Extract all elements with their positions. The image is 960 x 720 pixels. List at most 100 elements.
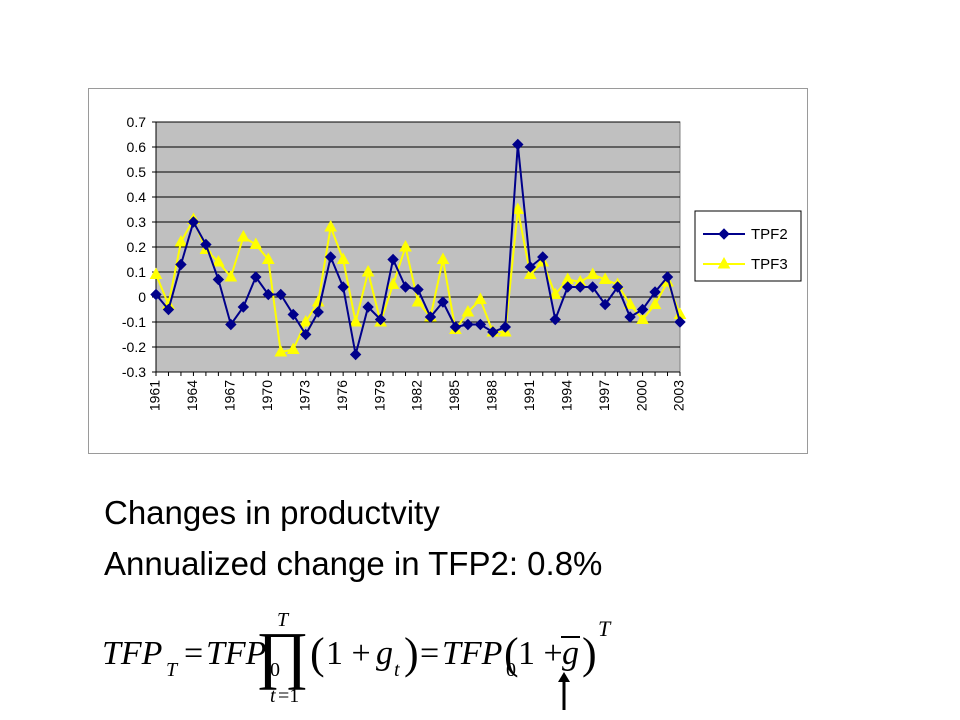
data-point-tpf2: [374, 313, 387, 326]
x-tick-label: 1964: [184, 380, 200, 411]
x-axis: 1961 1964 1967 1970 1973 1976 1979 1982 1985 1988…: [147, 371, 687, 411]
data-point-tpf2: [324, 251, 337, 263]
formula-tfp0-b-sub: 0: [506, 659, 516, 681]
x-tick-label: 1985: [446, 380, 462, 411]
data-point-tpf3: [286, 342, 300, 354]
data-point-tpf3: [336, 252, 350, 264]
formula-close-paren-b: ): [582, 629, 597, 678]
y-tick-label: -0.2: [122, 339, 146, 355]
data-point-tpf3: [361, 264, 375, 277]
series-tpf3: [149, 202, 687, 357]
data-point-tpf2: [574, 281, 586, 293]
data-point-tpf2: [449, 321, 462, 333]
data-point-tpf2: [262, 288, 274, 301]
formula-equals: =: [184, 635, 203, 672]
tfp-formula: TFP T = TFP 0 T ∏ t =1 ( 1 + g t ) = TFP…: [102, 609, 612, 710]
data-point-tpf3: [598, 272, 612, 284]
formula-lhs-tfp: TFP: [102, 635, 162, 672]
legend-box: [694, 210, 802, 282]
x-tick-label: 1976: [334, 380, 350, 411]
formula-open-paren-b: (: [504, 629, 519, 678]
data-point-tpf3: [511, 202, 525, 214]
y-axis: 0.7 0.6 0.5 0.4 0.3 0.2 0.1 0 -0.1 -0.2 -0.3: [122, 114, 157, 380]
data-point-tpf2: [636, 303, 649, 316]
data-point-tpf3: [349, 314, 362, 327]
data-point-tpf2: [424, 311, 437, 323]
x-tick-label: 1997: [596, 380, 612, 411]
data-point-tpf2: [337, 281, 349, 293]
data-point-tpf2: [611, 281, 624, 293]
y-tick-label: 0: [138, 289, 146, 305]
data-point-tpf2: [512, 138, 524, 151]
data-point-tpf2: [487, 326, 499, 338]
formula-equals-2: =: [420, 635, 439, 672]
legend-label: TPF2: [751, 226, 788, 243]
data-point-tpf3: [386, 277, 400, 289]
data-point-tpf2: [362, 301, 374, 313]
data-point-tpf2: [225, 318, 237, 331]
product-upper-limit: T: [277, 609, 290, 631]
data-point-tpf2: [275, 288, 287, 301]
data-point-tpf2: [349, 348, 362, 361]
legend-marker: [717, 256, 731, 269]
formula-g: g: [376, 635, 393, 672]
data-point-tpf3: [174, 234, 188, 247]
y-tick-label: 0.2: [127, 239, 147, 255]
data-point-tpf2: [412, 283, 424, 296]
data-point-tpf3: [548, 287, 562, 299]
data-point-tpf2: [462, 318, 474, 331]
data-point-tpf3: [274, 344, 288, 357]
y-tick-label: 0.3: [127, 214, 147, 230]
product-symbol: ∏: [256, 619, 309, 690]
formula-tfp0: TFP: [206, 635, 266, 672]
data-point-tpf2: [162, 303, 175, 316]
x-tick-label: 2000: [633, 380, 649, 411]
data-point-tpf2: [212, 273, 225, 286]
data-point-tpf2: [586, 281, 599, 293]
y-tick-label: 0.1: [127, 264, 147, 280]
data-point-tpf3: [324, 219, 338, 232]
y-tick-label: -0.1: [122, 314, 146, 330]
x-tick-label: 1988: [484, 380, 500, 411]
formula-close-paren: ): [404, 629, 419, 678]
formula-tfp0-b: TFP: [442, 635, 502, 672]
data-point-tpf2: [300, 328, 312, 341]
data-point-tpf2: [524, 261, 536, 273]
data-point-tpf2: [287, 308, 299, 321]
legend-marker: [718, 228, 730, 240]
data-point-tpf3: [212, 254, 225, 267]
data-point-tpf3: [436, 252, 450, 264]
data-point-tpf2: [312, 306, 324, 318]
formula-one-plus-b: 1 +: [518, 635, 563, 672]
data-point-tpf3: [261, 252, 275, 264]
formula-g-bar: g: [562, 635, 579, 672]
x-tick-label: 1991: [521, 380, 537, 411]
data-point-tpf3: [648, 297, 662, 309]
data-point-tpf3: [636, 312, 649, 324]
data-point-tpf2: [549, 313, 561, 326]
x-tick-label: 2003: [671, 380, 687, 411]
data-point-tpf3: [523, 267, 537, 279]
legend: TPF2 TPF3: [694, 210, 802, 282]
x-tick-label: 1967: [222, 380, 238, 411]
series-layer: [149, 138, 687, 361]
data-point-tpf2: [237, 301, 250, 313]
data-point-tpf3: [224, 269, 238, 282]
data-point-tpf3: [299, 314, 313, 327]
formula-one-plus: 1 +: [326, 635, 371, 672]
data-point-tpf2: [150, 288, 162, 301]
x-tick-label: 1961: [147, 380, 163, 411]
data-point-tpf2: [674, 316, 686, 328]
formula-tfp0-sub: 0: [270, 659, 280, 681]
line-chart: 0.70.60.50.40.30.20.10-0.1-0.2-0.3 1961 1…: [122, 114, 802, 411]
data-point-tpf2: [562, 281, 574, 293]
series-tpf2: [150, 138, 686, 361]
data-point-tpf3: [586, 267, 600, 279]
y-tick-label: 0.7: [127, 114, 147, 130]
formula-exponent: T: [598, 616, 612, 641]
formula-lhs-sub: T: [166, 659, 179, 681]
caption-changes-in-productivity: Changes in productvity: [104, 494, 440, 531]
formula-open-paren: (: [310, 629, 325, 678]
legend-label: TPF3: [751, 256, 788, 273]
x-tick-label: 1970: [259, 380, 275, 411]
